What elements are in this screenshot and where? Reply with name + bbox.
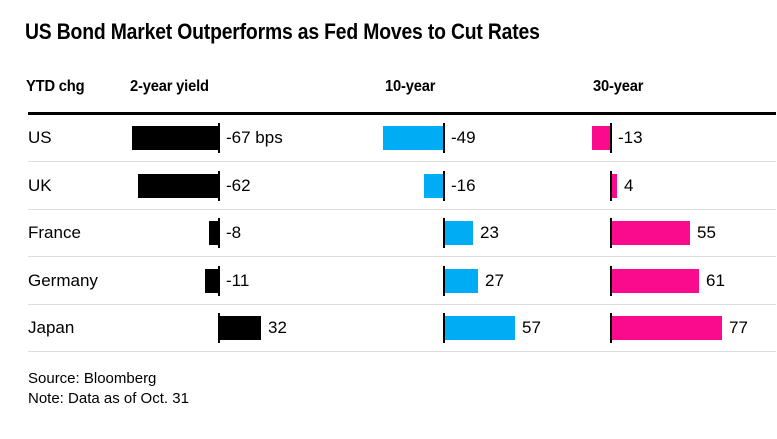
column-header-10-year: 10-year (385, 78, 436, 95)
row-label-uk: UK (28, 175, 52, 195)
bar-10-year-us (383, 126, 444, 150)
row-label-japan: Japan (28, 318, 75, 337)
value-label-10-year-france: 23 (480, 223, 499, 242)
chart-footer: Source: Bloomberg Note: Data as of Oct. … (28, 369, 189, 409)
baseline-tick-2-year-japan (218, 313, 220, 343)
row-separator (28, 351, 776, 352)
baseline-tick-30-year-france (610, 218, 612, 248)
chart-title: US Bond Market Outperforms as Fed Moves … (25, 19, 540, 44)
value-label-2-year-us: -67 bps (226, 128, 283, 147)
value-label-10-year-germany: 27 (485, 270, 504, 290)
value-label-30-year-uk: 4 (624, 175, 634, 195)
bar-30-year-uk (611, 173, 617, 198)
bar-30-year-germany (611, 268, 699, 293)
value-label-30-year-us: -13 (618, 128, 643, 147)
date-note: Note: Data as of Oct. 31 (28, 390, 189, 407)
baseline-tick-30-year-uk (610, 170, 612, 201)
bar-2-year-us (132, 126, 219, 150)
value-label-30-year-germany: 61 (706, 270, 725, 290)
table-row-france: France -8 23 55 (0, 210, 777, 257)
row-separator (28, 208, 776, 210)
table-row-japan: Japan 32 57 77 (0, 305, 777, 352)
row-separator (28, 303, 776, 305)
bar-10-year-japan (444, 316, 515, 340)
column-header-30-year: 30-year (593, 78, 644, 95)
column-header-2-year: 2-year yield (130, 78, 209, 95)
row-label-germany: Germany (28, 270, 98, 290)
bar-2-year-japan (219, 316, 261, 340)
bar-10-year-france (444, 221, 473, 245)
baseline-tick-2-year-france (218, 218, 220, 248)
row-separator (28, 161, 776, 162)
table-row-germany: Germany -11 27 61 (0, 257, 777, 305)
bar-2-year-uk (138, 173, 219, 198)
table-row-uk: UK -62 -16 4 (0, 162, 777, 210)
baseline-tick-10-year-germany (443, 265, 445, 296)
value-label-30-year-france: 55 (697, 223, 716, 242)
source-note: Source: Bloomberg (28, 370, 157, 387)
value-label-10-year-us: -49 (451, 128, 476, 147)
bar-30-year-france (611, 221, 690, 245)
baseline-tick-10-year-uk (443, 170, 445, 201)
baseline-tick-2-year-germany (218, 265, 220, 296)
bar-2-year-france (209, 221, 219, 245)
bar-10-year-germany (444, 268, 478, 293)
value-label-30-year-japan: 77 (729, 318, 748, 337)
value-label-2-year-germany: -11 (226, 270, 250, 290)
baseline-tick-2-year-uk (218, 170, 220, 201)
value-label-10-year-japan: 57 (522, 318, 541, 337)
baseline-tick-10-year-france (443, 218, 445, 248)
column-header-ytd-chg: YTD chg (26, 78, 85, 95)
bar-30-year-us (592, 126, 611, 150)
header-rule (28, 112, 776, 115)
bar-10-year-uk (424, 173, 444, 198)
row-label-us: US (28, 128, 52, 147)
value-label-2-year-japan: 32 (268, 318, 287, 337)
baseline-tick-2-year-us (218, 123, 220, 153)
row-separator (28, 256, 776, 257)
baseline-tick-30-year-japan (610, 313, 612, 343)
bar-30-year-japan (611, 316, 722, 340)
baseline-tick-10-year-us (443, 123, 445, 153)
value-label-2-year-uk: -62 (226, 175, 251, 195)
baseline-tick-30-year-germany (610, 265, 612, 296)
value-label-2-year-france: -8 (226, 223, 242, 242)
table-row-us: US -67 bps -49 -13 (0, 115, 777, 162)
baseline-tick-30-year-us (610, 123, 612, 153)
row-label-france: France (28, 223, 81, 242)
value-label-10-year-uk: -16 (451, 175, 476, 195)
baseline-tick-10-year-japan (443, 313, 445, 343)
bar-2-year-germany (205, 268, 219, 293)
